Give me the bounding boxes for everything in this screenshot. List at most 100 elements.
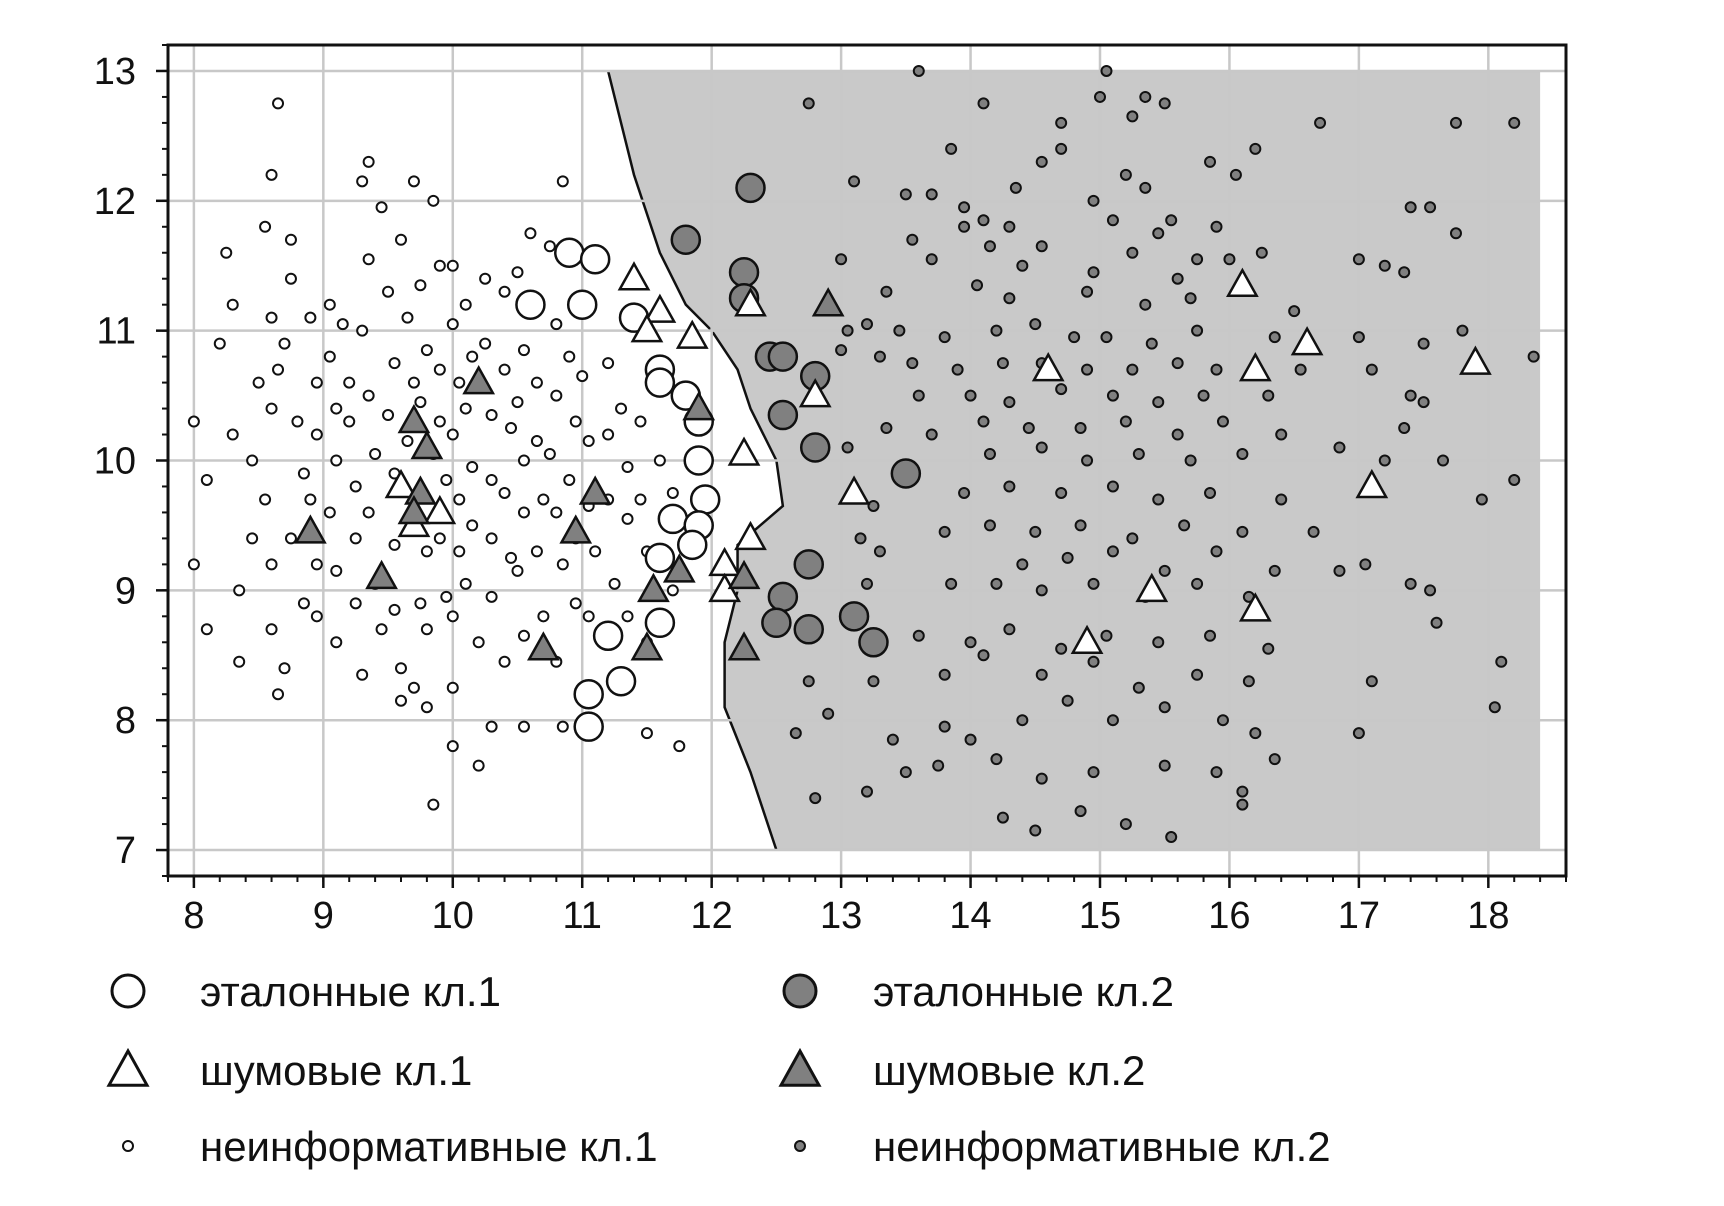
data-point — [1126, 110, 1139, 123]
data-point — [983, 448, 996, 461]
data-point — [1424, 584, 1437, 597]
data-point — [683, 445, 714, 476]
data-point — [1139, 298, 1152, 311]
data-point — [838, 601, 870, 632]
data-point — [446, 681, 459, 694]
data-point — [608, 577, 621, 590]
data-point — [621, 460, 634, 473]
data-point — [543, 448, 556, 461]
data-point — [644, 542, 676, 574]
data-point — [395, 233, 407, 246]
data-point — [675, 319, 709, 349]
data-point — [433, 415, 446, 428]
data-point — [330, 454, 343, 467]
data-point — [420, 344, 433, 357]
data-point — [615, 402, 628, 415]
data-point — [938, 331, 951, 344]
data-point — [459, 402, 472, 415]
data-point — [621, 610, 634, 623]
data-point — [793, 549, 824, 580]
legend-item: неинформативные кл.1 — [122, 1123, 658, 1170]
data-point — [666, 486, 679, 499]
data-point — [382, 285, 395, 298]
data-point — [349, 532, 362, 545]
data-point — [727, 436, 761, 466]
data-point — [1126, 532, 1139, 545]
data-point — [977, 214, 990, 227]
data-point — [1262, 642, 1275, 655]
data-point — [356, 175, 369, 188]
data-point — [945, 577, 958, 590]
data-point — [1035, 772, 1048, 785]
data-point — [530, 545, 543, 558]
data-point — [479, 337, 492, 350]
data-point — [233, 655, 246, 668]
x-tick-label: 11 — [562, 895, 601, 937]
series-circle-small-class2 — [789, 64, 1540, 844]
data-point — [498, 655, 511, 668]
data-point — [793, 614, 824, 645]
data-point — [530, 376, 543, 389]
data-point — [573, 678, 604, 710]
data-point — [423, 494, 457, 525]
data-point — [1404, 201, 1417, 214]
data-point — [200, 473, 213, 486]
data-point — [382, 409, 395, 422]
data-point — [1262, 389, 1275, 402]
data-point — [1152, 636, 1165, 649]
series-triangle-class2 — [294, 287, 845, 661]
data-point — [427, 798, 440, 811]
data-point — [925, 428, 938, 441]
data-point — [384, 468, 418, 499]
data-point — [284, 233, 297, 246]
data-point — [407, 376, 420, 389]
data-point — [265, 558, 278, 571]
data-point — [1495, 655, 1508, 668]
data-point — [1087, 577, 1100, 590]
data-point — [1009, 181, 1022, 194]
data-point — [200, 623, 213, 636]
data-point — [990, 753, 1003, 766]
data-point — [330, 636, 343, 649]
data-point — [365, 559, 398, 590]
legend-item: шумовые кл.1 — [106, 1047, 472, 1094]
legend-marker — [106, 1047, 150, 1087]
data-point — [1171, 428, 1184, 441]
data-point — [1191, 577, 1204, 590]
data-point — [1238, 352, 1272, 382]
data-point — [453, 545, 466, 558]
data-point — [272, 688, 285, 701]
data-point — [689, 484, 721, 515]
data-point — [1100, 331, 1113, 344]
data-point — [362, 506, 375, 519]
data-point — [323, 506, 336, 519]
data-point — [1152, 396, 1165, 409]
legend: эталонные кл.1 эталонные кл.2 шумовые кл.1… — [106, 968, 1331, 1170]
data-point — [446, 610, 459, 623]
data-point — [485, 590, 498, 603]
data-point — [912, 629, 925, 642]
data-point — [515, 289, 546, 320]
data-point — [643, 293, 677, 323]
data-point — [996, 357, 1009, 370]
data-point — [453, 493, 466, 506]
data-point — [798, 378, 832, 408]
data-point — [1249, 727, 1262, 740]
data-point — [1003, 220, 1016, 233]
data-point — [356, 668, 369, 681]
data-point — [1029, 318, 1042, 331]
data-point — [602, 357, 615, 370]
data-point — [556, 558, 569, 571]
data-point — [440, 590, 453, 603]
data-point — [420, 701, 433, 714]
data-point — [485, 532, 498, 545]
data-point — [1106, 214, 1119, 227]
data-point — [1165, 831, 1178, 844]
data-point — [407, 175, 420, 188]
data-point — [592, 620, 624, 652]
data-point — [259, 493, 272, 506]
data-point — [563, 350, 576, 363]
data-point — [890, 458, 922, 489]
data-point — [1126, 246, 1139, 259]
data-point — [498, 285, 511, 298]
